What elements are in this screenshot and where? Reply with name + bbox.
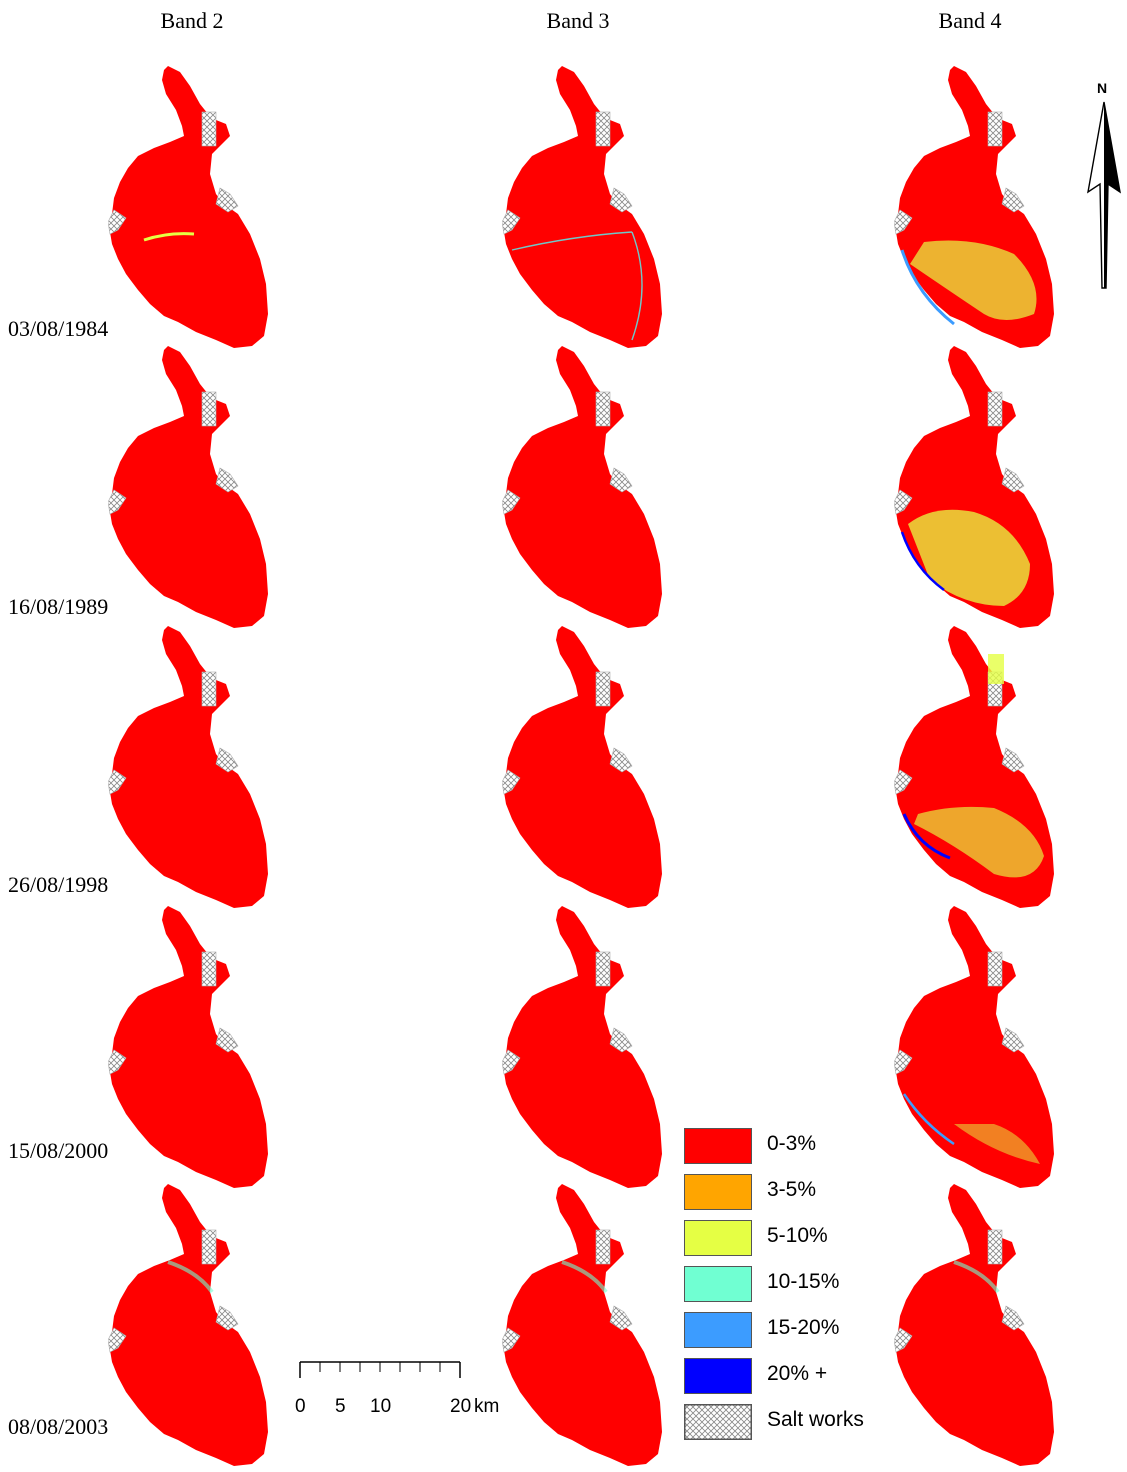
legend-swatch [684, 1358, 752, 1394]
legend-swatch [684, 1174, 752, 1210]
map-band4-1989 [894, 344, 1064, 634]
column-header-band-4: Band 4 [938, 8, 1002, 33]
north-arrow-icon [1087, 101, 1121, 289]
legend-label: 10-15% [767, 1270, 840, 1293]
map-band3-1984 [502, 64, 672, 354]
date-label-1984: 03/08/1984 [8, 316, 109, 341]
map-band4-2003 [894, 1182, 1064, 1472]
legend-item: Salt works [684, 1404, 904, 1450]
legend-swatch [684, 1312, 752, 1348]
legend-label: 15-20% [767, 1316, 840, 1339]
scale-tick-5: 5 [335, 1396, 346, 1417]
legend: 0-3% 3-5% 5-10% 10-15% 15-20% 20% + Salt… [684, 1128, 904, 1450]
column-header-band-3: Band 3 [546, 8, 610, 33]
legend-item: 5-10% [684, 1220, 904, 1266]
legend-item: 3-5% [684, 1174, 904, 1220]
legend-label: 20% + [767, 1362, 828, 1385]
legend-item: 0-3% [684, 1128, 904, 1174]
map-band3-1989 [502, 344, 672, 634]
legend-swatch-hatch [684, 1404, 752, 1440]
legend-item: 20% + [684, 1358, 904, 1404]
scale-tick-0: 0 [295, 1396, 306, 1417]
map-band4-2000 [894, 904, 1064, 1194]
legend-label: Salt works [767, 1408, 864, 1431]
map-band2-1989 [108, 344, 278, 634]
legend-item: 15-20% [684, 1312, 904, 1358]
legend-swatch [684, 1128, 752, 1164]
map-band2-2003 [108, 1182, 278, 1472]
map-band2-1984 [108, 64, 278, 354]
legend-swatch [684, 1266, 752, 1302]
column-header-band-2: Band 2 [160, 8, 224, 33]
north-arrow: N [1082, 80, 1126, 295]
scale-tick-10: 10 [370, 1396, 392, 1417]
map-band2-2000 [108, 904, 278, 1194]
scale-unit: km [474, 1396, 500, 1417]
map-band3-2003 [502, 1182, 672, 1472]
map-band3-2000 [502, 904, 672, 1194]
scale-bar-ticks [299, 1361, 461, 1378]
legend-swatch [684, 1220, 752, 1256]
legend-label: 0-3% [767, 1132, 817, 1155]
scale-bar: 0 5 10 20 km [292, 1360, 522, 1450]
map-band3-1998 [502, 624, 672, 914]
date-label-1998: 26/08/1998 [8, 872, 109, 897]
date-label-1989: 16/08/1989 [8, 594, 109, 619]
date-label-2000: 15/08/2000 [8, 1138, 109, 1163]
legend-item: 10-15% [684, 1266, 904, 1312]
scale-tick-20: 20 [450, 1396, 472, 1417]
date-label-2003: 08/08/2003 [8, 1414, 109, 1439]
map-band2-1998 [108, 624, 278, 914]
legend-label: 5-10% [767, 1224, 828, 1247]
map-band4-1984 [894, 64, 1064, 354]
legend-label: 3-5% [767, 1178, 817, 1201]
north-label: N [1097, 80, 1108, 96]
map-band4-1998 [894, 624, 1064, 914]
